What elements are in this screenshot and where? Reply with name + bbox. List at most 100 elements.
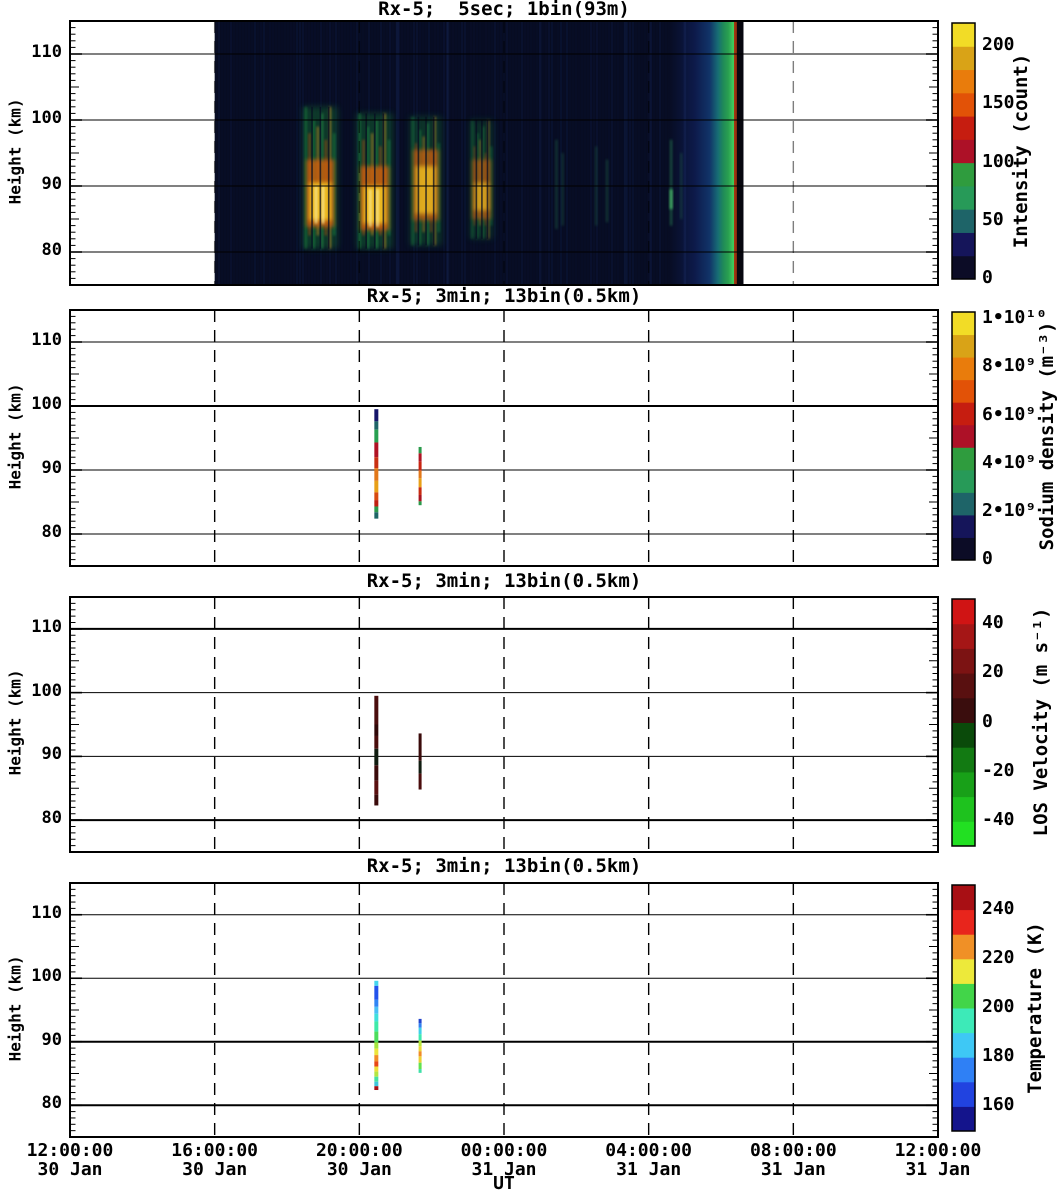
noise-texture-column [575, 21, 577, 285]
x-tick-date: 31 Jan [760, 1158, 826, 1180]
data-strip-segment [418, 478, 422, 488]
noise-texture-column [296, 21, 298, 285]
noise-texture-column [494, 21, 496, 285]
noise-texture-column [620, 21, 622, 285]
x-tick-date: 31 Jan [616, 1158, 682, 1180]
data-strip-segment [374, 1076, 379, 1082]
noise-texture-column [587, 21, 589, 285]
colorbar-segment [952, 1057, 975, 1083]
noise-texture-column [518, 21, 520, 285]
data-strip-segment [374, 1086, 379, 1091]
data-strip-segment [418, 760, 422, 774]
streak-gap [319, 106, 322, 249]
colorbar-segment [952, 162, 975, 187]
intensity-streak [387, 139, 391, 236]
colorbar-segment [952, 1032, 975, 1058]
noise-texture-column [278, 21, 280, 285]
streak-gap [486, 120, 489, 239]
noise-texture-column [665, 21, 667, 285]
y-tick-label: 90 [41, 744, 62, 765]
noise-column [538, 21, 542, 285]
colorbar-segment [952, 255, 975, 280]
colorbar-frame [951, 884, 976, 1132]
colorbar-tick-label: 50 [982, 208, 1004, 230]
noise-texture-column [215, 21, 217, 285]
data-strip-segment [374, 780, 379, 795]
noise-texture-column [548, 21, 550, 285]
colorbar-segment [952, 1106, 975, 1132]
colorbar-frame [951, 311, 976, 561]
data-strip-segment [374, 1061, 379, 1067]
faint-wisp [606, 159, 609, 223]
data-strip-segment [374, 765, 379, 781]
colorbar-segment [952, 722, 975, 748]
data-strip-segment [418, 470, 422, 479]
colorbar-tick-label: -40 [982, 809, 1015, 831]
noise-texture-column [536, 21, 538, 285]
colorbar-segment [952, 492, 975, 516]
noise-texture-column [254, 21, 256, 285]
x-tick-date: 30 Jan [182, 1158, 248, 1180]
noise-texture-column [599, 21, 601, 285]
colorbar-segment [952, 537, 975, 561]
x-tick-time: 20:00:00 [315, 1140, 403, 1161]
noise-texture-column [662, 21, 664, 285]
streak-gap [475, 120, 478, 239]
noise-texture-column [401, 21, 403, 285]
data-strip-segment [374, 480, 379, 493]
data-strip-segment [374, 1081, 379, 1087]
colorbar-tick-label: 40 [982, 611, 1004, 633]
data-strip-segment [374, 506, 379, 513]
noise-texture-column [341, 21, 343, 285]
colorbar-segment [952, 821, 975, 847]
intensity-streak [333, 133, 336, 236]
panel-4-title: Rx-5; 3min; 13bin(0.5km) [366, 855, 642, 877]
noise-texture-column [602, 21, 604, 285]
colorbar-tick-label: 0 [982, 710, 993, 732]
x-tick-time: 12:00:00 [894, 1140, 982, 1161]
intensity-hot-line [315, 186, 318, 224]
colorbar-segment [952, 934, 975, 960]
data-strip-segment [418, 1018, 422, 1024]
noise-texture-column [629, 21, 631, 285]
noise-texture-column [338, 21, 340, 285]
noise-texture-column [545, 21, 547, 285]
data-strip-segment [374, 1006, 379, 1014]
colorbar-segment [952, 334, 975, 358]
x-tick-time: 12:00:00 [26, 1140, 114, 1161]
noise-texture-column [455, 21, 457, 285]
noise-texture-column [230, 21, 232, 285]
x-tick-label: 12:00:00 31 Jan [868, 1140, 1008, 1180]
noise-texture-column [248, 21, 250, 285]
colorbar-tick-label: 2•10⁹ [982, 499, 1037, 521]
colorbar-segment [952, 357, 975, 381]
colorbar-segment [952, 623, 975, 649]
colorbar-tick-label: 160 [982, 1094, 1015, 1116]
noise-texture-column [614, 21, 616, 285]
noise-texture-column [515, 21, 517, 285]
noise-texture-column [449, 21, 451, 285]
noise-column [683, 21, 687, 285]
intensity-hot-line [322, 186, 325, 224]
faint-wisp [555, 139, 558, 229]
data-strip-segment [374, 735, 379, 749]
x-tick-label: 00:00:00 31 Jan [434, 1140, 574, 1180]
data-strip-segment [418, 1056, 422, 1063]
y-tick-label: 100 [31, 680, 62, 701]
data-strip-segment [374, 1013, 379, 1022]
noise-texture-column [650, 21, 652, 285]
y-tick-label: 100 [31, 966, 62, 987]
streak-gap [481, 120, 483, 239]
noise-texture-column [590, 21, 592, 285]
noise-texture-column [272, 21, 274, 285]
data-strip-segment [374, 442, 379, 458]
noise-texture-column [407, 21, 409, 285]
x-tick-time: 00:00:00 [460, 1140, 548, 1161]
noise-texture-column [251, 21, 253, 285]
noise-texture-column [452, 21, 454, 285]
x-tick-label: 20:00:00 30 Jan [289, 1140, 429, 1180]
noise-texture-column [218, 21, 220, 285]
streak-gap [365, 113, 367, 249]
streak-gap [382, 113, 385, 249]
